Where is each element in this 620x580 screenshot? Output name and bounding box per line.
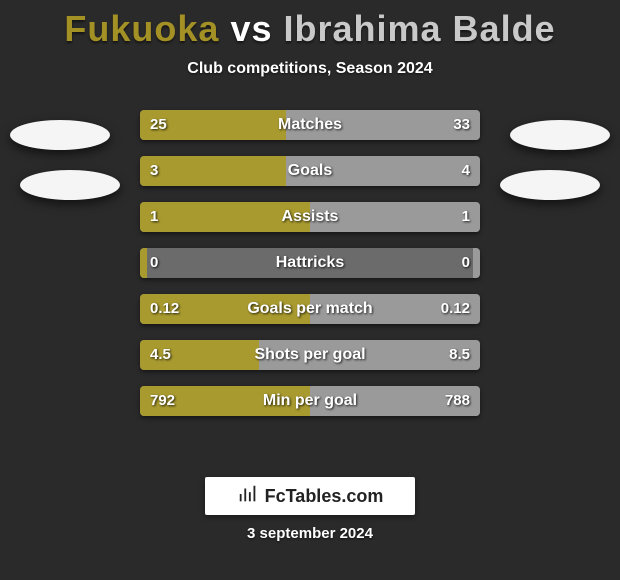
brand-badge: FcTables.com [205,477,415,515]
stat-label: Goals [140,156,480,186]
brand-text: FcTables.com [265,486,384,507]
stat-row: 11Assists [140,202,480,232]
footer-date: 3 september 2024 [0,525,620,542]
stat-label: Shots per goal [140,340,480,370]
stat-label: Min per goal [140,386,480,416]
right-crest-placeholder [500,170,600,200]
left-crest-placeholder [10,120,110,150]
right-crest-placeholder [510,120,610,150]
title-vs: vs [230,8,272,49]
stat-row: 792788Min per goal [140,386,480,416]
left-crest-placeholder [20,170,120,200]
stat-row: 0.120.12Goals per match [140,294,480,324]
chart-bars-icon [237,483,259,510]
title-right-name: Ibrahima Balde [284,8,556,49]
subtitle: Club competitions, Season 2024 [0,60,620,78]
stat-label: Hattricks [140,248,480,278]
stat-label: Assists [140,202,480,232]
stat-label: Matches [140,110,480,140]
title-left-name: Fukuoka [64,8,219,49]
stat-row: 00Hattricks [140,248,480,278]
page-title: Fukuoka vs Ibrahima Balde [0,0,620,50]
stat-row: 2533Matches [140,110,480,140]
bars-container: 2533Matches 34Goals 11Assists 00Hattricks 0.… [140,110,480,432]
stat-label: Goals per match [140,294,480,324]
stat-row: 4.58.5Shots per goal [140,340,480,370]
comparison-chart: 2533Matches 34Goals 11Assists 00Hattricks 0.… [0,110,620,480]
stat-row: 34Goals [140,156,480,186]
